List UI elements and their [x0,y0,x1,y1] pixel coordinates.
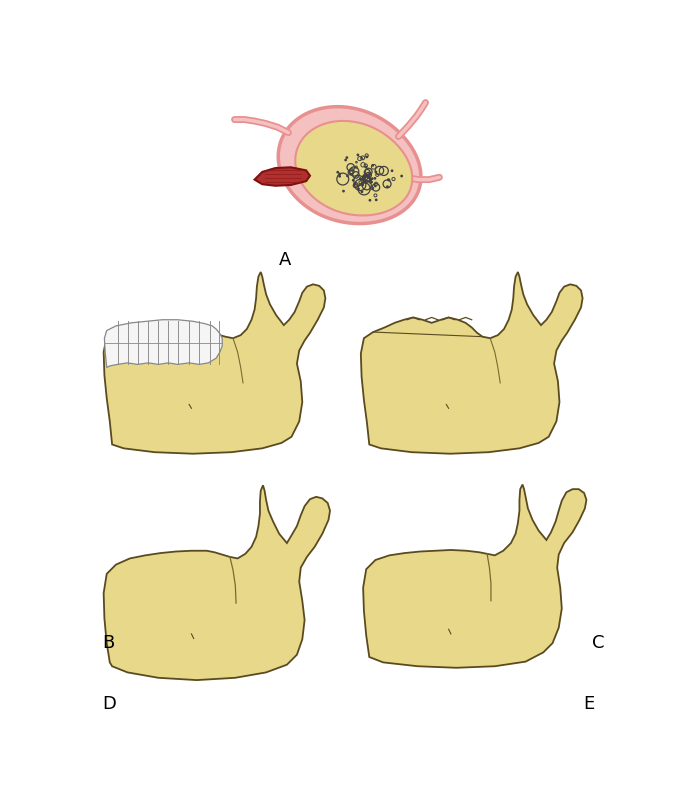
Circle shape [387,179,390,182]
Circle shape [371,165,374,168]
Polygon shape [105,320,222,368]
Circle shape [364,177,367,179]
Circle shape [373,178,376,181]
Circle shape [367,176,370,179]
Circle shape [339,174,341,176]
Circle shape [361,184,364,187]
Circle shape [365,175,368,178]
Circle shape [374,186,377,188]
Polygon shape [103,486,330,680]
Text: B: B [102,633,114,651]
Circle shape [388,179,390,182]
Circle shape [369,200,371,203]
Circle shape [401,175,403,178]
Circle shape [386,186,389,189]
Circle shape [337,172,339,174]
Circle shape [390,170,394,173]
Circle shape [369,179,372,182]
Circle shape [367,177,369,180]
Circle shape [371,178,373,181]
Text: C: C [592,633,604,651]
Circle shape [370,182,373,184]
Polygon shape [278,108,421,225]
Polygon shape [103,272,326,454]
Polygon shape [361,272,583,454]
Circle shape [338,176,341,178]
Text: E: E [583,694,595,713]
Circle shape [359,178,362,181]
Circle shape [375,200,377,202]
Circle shape [362,176,365,178]
Text: D: D [102,694,116,713]
Polygon shape [363,485,586,668]
Circle shape [345,157,348,160]
Circle shape [344,160,347,162]
Circle shape [364,166,367,169]
Circle shape [357,188,360,191]
Circle shape [367,174,370,177]
Text: A: A [279,251,292,269]
Polygon shape [254,168,310,187]
Circle shape [375,171,377,174]
Circle shape [360,191,363,194]
Circle shape [352,179,354,182]
Polygon shape [295,122,412,217]
Circle shape [356,154,359,157]
Circle shape [346,175,349,178]
Circle shape [366,157,369,159]
Circle shape [342,191,345,193]
